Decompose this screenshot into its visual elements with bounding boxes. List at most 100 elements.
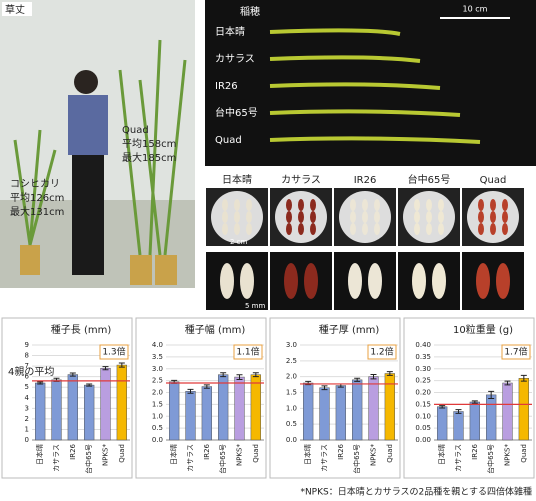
panicle	[269, 136, 481, 144]
error-bar	[187, 388, 194, 394]
bar	[100, 367, 111, 441]
grain	[478, 223, 484, 235]
bar	[319, 387, 330, 441]
scale-label: 2 cm	[230, 238, 248, 246]
y-tick-label: 0.05	[415, 424, 431, 432]
x-tick-label: IR26	[69, 443, 77, 459]
error-bar	[520, 374, 527, 382]
grain	[298, 199, 304, 211]
bar	[518, 378, 529, 441]
y-tick-label: 3	[25, 404, 29, 412]
x-tick-label: Quad	[520, 444, 528, 463]
error-bar	[37, 381, 44, 385]
x-tick-label: 日本晴	[437, 444, 446, 465]
y-tick-label: 5	[25, 383, 29, 391]
grain	[310, 199, 316, 211]
grain	[502, 211, 508, 223]
error-bar	[455, 409, 462, 414]
y-tick-label: 1	[25, 425, 29, 433]
bar	[250, 374, 261, 441]
x-tick-label: 台中65号	[352, 444, 361, 474]
y-tick-label: 0.10	[415, 412, 431, 420]
grain	[286, 199, 292, 211]
bar	[84, 384, 95, 441]
annotation: 1.3倍	[102, 346, 125, 358]
pot	[20, 245, 40, 275]
variety-label: Quad	[480, 175, 507, 186]
seed	[432, 263, 446, 299]
error-bar	[220, 372, 227, 378]
plant-label: 平均158cm	[122, 138, 176, 150]
error-bar	[102, 366, 109, 371]
grain	[350, 211, 356, 223]
y-tick-label: 0.5	[286, 420, 297, 428]
grain	[426, 223, 432, 235]
grain	[310, 223, 316, 235]
bar	[352, 379, 363, 441]
grain	[362, 211, 368, 223]
error-bar	[118, 362, 125, 368]
y-tick-label: 0.00	[415, 436, 431, 444]
error-bar	[439, 405, 446, 409]
variety-label: カサラス	[215, 53, 255, 65]
variety-label: カサラス	[281, 174, 321, 186]
label-box	[2, 2, 32, 16]
seed	[496, 263, 510, 299]
x-tick-label: 台中65号	[486, 444, 495, 474]
grain	[478, 199, 484, 211]
y-tick-label: 0.15	[415, 400, 431, 408]
x-tick-label: Quad	[386, 444, 394, 463]
y-tick-label: 0.20	[415, 389, 431, 397]
reference-label: 4親の平均	[8, 365, 54, 378]
y-tick-label: 9	[25, 341, 29, 349]
grain	[414, 199, 420, 211]
bar	[335, 385, 346, 441]
grain	[222, 223, 228, 235]
grain	[286, 211, 292, 223]
y-tick-label: 0	[25, 436, 29, 444]
x-tick-label: NPKS*	[504, 444, 512, 466]
photo-bg	[206, 252, 268, 310]
bar	[502, 382, 513, 441]
x-tick-label: 台中65号	[218, 444, 227, 474]
chart-title: 10粒重量 (g)	[453, 323, 513, 336]
grain	[374, 211, 380, 223]
seed	[412, 263, 426, 299]
person	[68, 95, 108, 155]
chart: 種子幅 (mm) 0.0 0.5 1.0 1.5 2.0 2.5 3.0 3.5 4.0 日本晴 カサ…	[135, 317, 267, 479]
grain	[362, 199, 368, 211]
variety-label: Quad	[215, 135, 242, 146]
grain	[438, 211, 444, 223]
variety-label: 日本晴	[222, 173, 252, 186]
x-tick-label: IR26	[203, 443, 211, 459]
bar	[234, 376, 245, 441]
bar	[368, 376, 379, 441]
seed	[240, 263, 254, 299]
grain	[490, 211, 496, 223]
grain	[374, 199, 380, 211]
y-tick-label: 8	[25, 352, 29, 360]
y-tick-label: 6	[25, 373, 30, 381]
plants	[13, 39, 187, 256]
grain	[362, 223, 368, 235]
variety-label: 日本晴	[215, 25, 245, 38]
seed	[284, 263, 298, 299]
variety-label: IR26	[215, 81, 238, 92]
y-tick-label: 2.0	[286, 373, 297, 381]
error-bar	[69, 372, 76, 377]
grain	[234, 211, 240, 223]
x-tick-label: カサラス	[53, 444, 61, 472]
bar	[67, 374, 78, 441]
chart-title: 種子長 (mm)	[51, 323, 112, 336]
pot	[155, 255, 177, 285]
photo-title: 稲穂	[240, 5, 260, 18]
grain	[350, 223, 356, 235]
x-tick-label: IR26	[471, 443, 479, 459]
y-tick-label: 1.5	[286, 389, 297, 397]
y-tick-label: 4.0	[152, 341, 163, 349]
person	[72, 150, 104, 275]
annotation-box	[501, 344, 531, 360]
photo-bg	[270, 252, 332, 310]
error-bar	[321, 385, 328, 391]
